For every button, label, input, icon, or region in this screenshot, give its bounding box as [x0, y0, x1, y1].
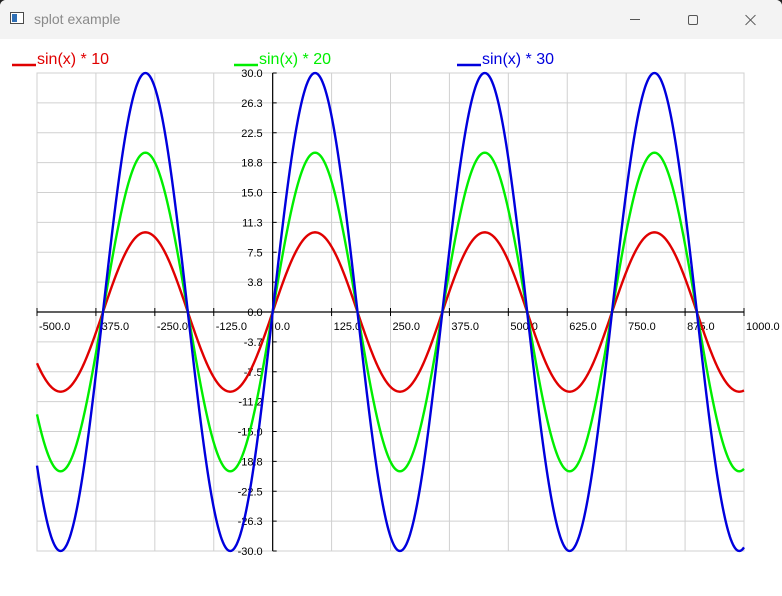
sine-chart: -500.0 -375.0 -250.0 -125.0 0.0 125.0 250.0 375… — [12, 51, 780, 558]
x-tick-label: 1000.0 — [746, 321, 780, 333]
y-tick-label: 30.0 — [241, 68, 262, 80]
y-tick-label: 11.3 — [242, 217, 263, 229]
minimize-button[interactable] — [606, 0, 664, 39]
window-title: splot example — [34, 11, 121, 27]
app-icon — [10, 12, 24, 24]
legend-entry: sin(x) * 10 — [37, 51, 109, 68]
series-line — [35, 151, 745, 473]
x-tick-label: -125.0 — [216, 321, 247, 333]
y-tick-label: -30.0 — [238, 546, 263, 558]
y-tick-label: -3.7 — [244, 337, 263, 349]
y-tick-label: 15.0 — [241, 188, 262, 200]
y-tick-label: 3.8 — [247, 277, 262, 289]
x-tick-label: 250.0 — [393, 321, 421, 333]
minimize-icon — [630, 19, 640, 20]
title-bar[interactable]: splot example — [0, 0, 782, 39]
close-button[interactable] — [722, 0, 780, 39]
y-tick-label: 0.0 — [247, 307, 262, 319]
y-tick-label: -11.2 — [238, 397, 262, 409]
y-tick-label: -26.3 — [238, 516, 263, 528]
y-tick-label: 26.3 — [241, 98, 262, 110]
x-tick-label: 125.0 — [334, 321, 362, 333]
x-tick-label: -375.0 — [98, 321, 129, 333]
y-tick-label: 18.8 — [241, 158, 262, 170]
x-tick-label: 0.0 — [275, 321, 290, 333]
y-tick-label: 7.5 — [247, 247, 262, 259]
x-tick-label: -500.0 — [39, 321, 70, 333]
series-line — [35, 231, 745, 393]
maximize-button[interactable] — [664, 0, 722, 39]
x-tick-label: -250.0 — [157, 321, 188, 333]
series-line — [35, 71, 745, 553]
x-tick-label: 750.0 — [628, 321, 656, 333]
maximize-icon — [688, 14, 698, 25]
close-icon — [745, 14, 757, 26]
x-tick-label: 625.0 — [569, 321, 597, 333]
y-tick-label: 22.5 — [241, 128, 262, 140]
legend-entry: sin(x) * 30 — [482, 51, 554, 68]
y-tick-label: -18.8 — [238, 456, 263, 468]
plot-area: -500.0 -375.0 -250.0 -125.0 0.0 125.0 250.0 375… — [0, 39, 782, 596]
legend-entry: sin(x) * 20 — [259, 51, 331, 68]
x-tick-label: 375.0 — [451, 321, 479, 333]
